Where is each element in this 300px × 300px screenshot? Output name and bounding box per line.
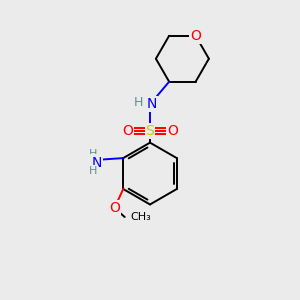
Text: H: H [134,96,143,110]
Text: H: H [89,166,97,176]
Text: H: H [89,149,97,159]
Text: N: N [92,155,102,170]
Text: S: S [146,124,154,138]
Text: O: O [109,201,120,215]
Text: CH₃: CH₃ [130,212,151,222]
Text: N: N [146,98,157,111]
Text: O: O [190,29,201,43]
Text: O: O [122,124,133,138]
Text: O: O [167,124,178,138]
